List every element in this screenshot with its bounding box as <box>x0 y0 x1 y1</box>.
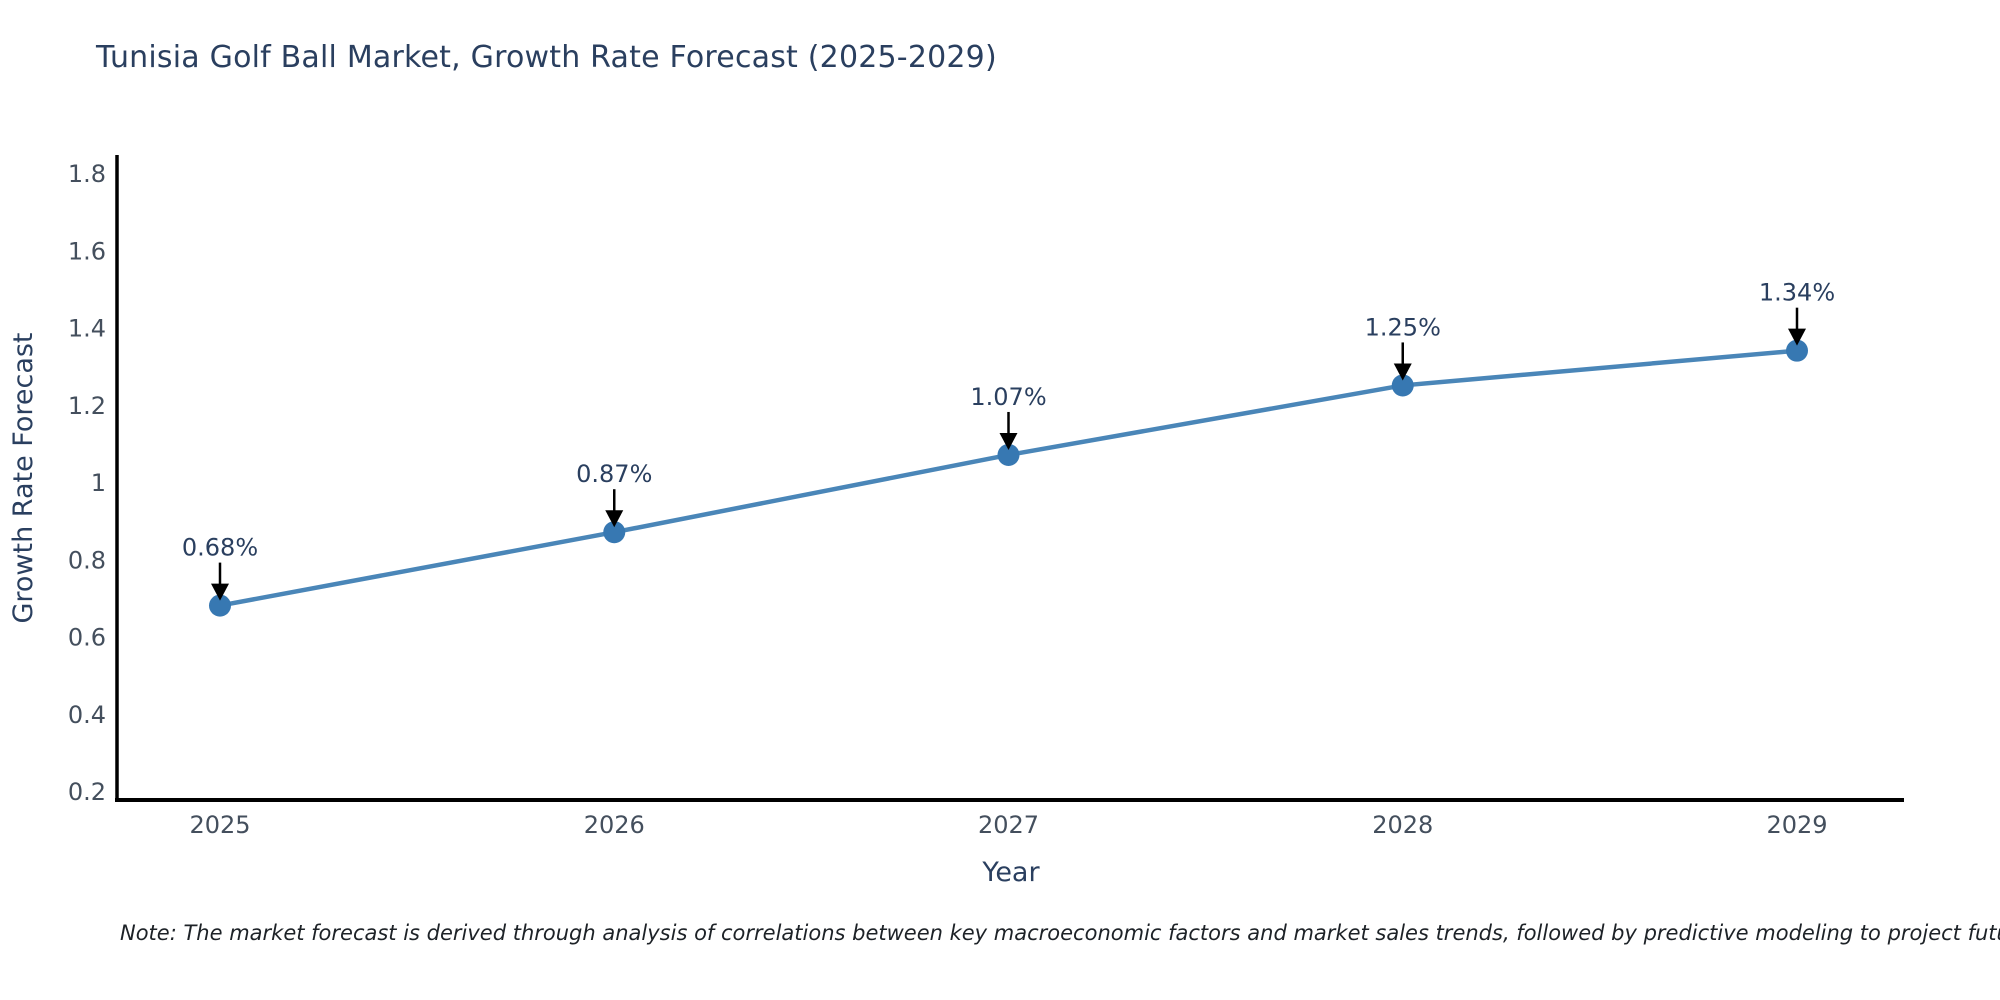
y-tick-label: 1.4 <box>68 315 106 343</box>
y-tick-label: 0.4 <box>68 701 106 729</box>
y-tick-label: 0.8 <box>68 546 106 574</box>
annotation-arrowhead <box>211 583 229 601</box>
x-axis-title: Year <box>981 857 1040 888</box>
y-tick-label: 1 <box>91 469 106 497</box>
data-point-label: 1.25% <box>1365 313 1441 341</box>
data-point-marker <box>603 521 626 544</box>
data-point-label: 0.68% <box>182 534 258 562</box>
y-tick-label: 1.8 <box>68 160 106 188</box>
data-point-marker <box>997 443 1020 466</box>
y-tick-label: 1.6 <box>68 237 106 265</box>
data-point-label: 0.87% <box>576 460 652 488</box>
y-axis-title: Growth Rate Forecast <box>8 332 39 623</box>
data-point-label: 1.34% <box>1759 279 1835 307</box>
x-tick-label: 2028 <box>1372 811 1433 839</box>
annotation-arrowhead <box>605 510 624 528</box>
annotation-arrowhead <box>1788 328 1806 346</box>
annotation-arrowhead <box>999 432 1018 450</box>
data-point-marker <box>1391 374 1414 397</box>
chart-footnote: Note: The market forecast is derived thr… <box>120 921 2000 945</box>
chart-title: Tunisia Golf Ball Market, Growth Rate Fo… <box>96 40 997 75</box>
data-point-marker <box>209 594 231 617</box>
y-tick-label: 0.2 <box>68 778 106 806</box>
x-tick-label: 2027 <box>978 811 1039 839</box>
data-point-marker <box>1786 339 1808 362</box>
x-tick-label: 2029 <box>1766 811 1827 839</box>
y-tick-label: 1.2 <box>68 392 106 420</box>
data-point-label: 1.07% <box>970 383 1046 411</box>
annotation-arrowhead <box>1393 363 1412 381</box>
x-tick-label: 2025 <box>189 811 250 839</box>
x-tick-label: 2026 <box>584 811 645 839</box>
y-tick-label: 0.6 <box>68 624 106 652</box>
